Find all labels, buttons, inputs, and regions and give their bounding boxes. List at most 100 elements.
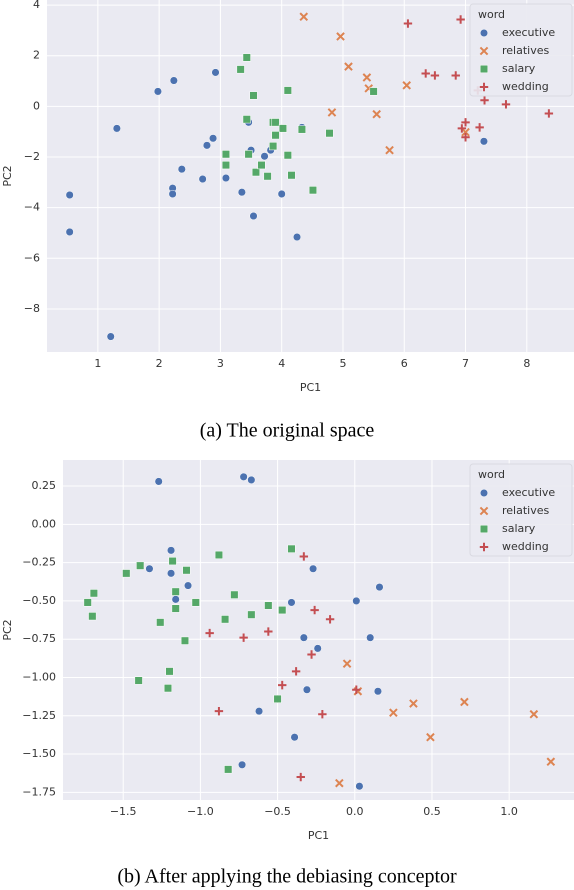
x-tick-label: 6	[401, 357, 408, 370]
y-tick-label: −0.75	[22, 632, 56, 645]
point	[88, 612, 97, 621]
y-tick-label: −2	[24, 150, 40, 163]
point	[209, 134, 218, 143]
point	[145, 564, 154, 573]
point	[273, 694, 282, 703]
point	[134, 676, 143, 685]
legend-marker	[479, 524, 489, 534]
point	[224, 765, 233, 774]
legend-marker	[479, 542, 489, 552]
x-tick-label: 5	[339, 357, 346, 370]
point	[373, 687, 382, 696]
point	[214, 550, 223, 560]
x-axis-label: PC1	[300, 381, 321, 394]
point	[385, 145, 394, 155]
point	[221, 615, 230, 624]
point	[183, 581, 193, 590]
legend-label: salary	[502, 62, 536, 75]
x-tick-label: 0.5	[423, 805, 441, 818]
point	[460, 697, 469, 707]
point	[344, 62, 353, 71]
point	[247, 610, 256, 619]
point	[89, 589, 98, 598]
point	[325, 129, 334, 138]
point	[167, 546, 176, 555]
x-tick-label: 2	[156, 357, 163, 370]
legend-box	[469, 463, 573, 557]
point	[479, 137, 488, 146]
legend-label: salary	[502, 522, 536, 535]
point	[177, 165, 186, 174]
legend-marker	[479, 64, 489, 74]
point	[65, 227, 74, 237]
point	[430, 71, 440, 80]
point	[169, 76, 178, 85]
point	[480, 96, 489, 105]
point	[287, 544, 296, 553]
point	[264, 627, 273, 636]
point	[283, 86, 292, 95]
point	[299, 12, 309, 22]
x-axis-label: PC1	[308, 829, 329, 842]
y-tick-label: −8	[24, 302, 40, 315]
point	[461, 133, 470, 142]
point	[153, 87, 162, 96]
point	[307, 650, 316, 659]
point	[366, 633, 375, 642]
point	[83, 598, 92, 607]
y-tick-label: −1.00	[22, 670, 56, 683]
point	[355, 782, 364, 791]
point	[287, 171, 296, 180]
point	[264, 601, 273, 610]
x-tick-label: 7	[462, 357, 469, 370]
y-tick-label: 0	[33, 99, 40, 112]
x-tick-label: 0.0	[346, 805, 364, 818]
point	[461, 118, 470, 127]
point	[239, 472, 248, 481]
point	[318, 710, 327, 719]
point	[163, 684, 173, 693]
point	[375, 583, 384, 592]
point	[171, 587, 180, 596]
legend-label: executive	[502, 26, 555, 39]
point	[389, 708, 398, 718]
point	[313, 644, 322, 653]
y-tick-label: 0.25	[32, 479, 57, 492]
x-tick-label: −0.5	[264, 805, 291, 818]
point	[237, 188, 246, 197]
legend-label: executive	[502, 486, 555, 499]
point	[202, 141, 211, 150]
point	[221, 173, 230, 183]
point	[255, 707, 264, 716]
point	[421, 69, 430, 78]
point	[112, 124, 121, 133]
point	[122, 569, 131, 578]
x-tick-label: −1.0	[187, 805, 214, 818]
point	[352, 685, 361, 694]
point	[369, 87, 378, 96]
point	[239, 633, 248, 642]
y-tick-label: −0.50	[22, 594, 56, 607]
point	[263, 172, 272, 181]
legend-title: word	[478, 468, 505, 481]
y-axis-label: PC2	[1, 619, 14, 640]
point	[171, 595, 180, 604]
point	[457, 124, 467, 133]
point	[475, 123, 484, 132]
point	[167, 569, 176, 578]
x-tick-label: 1	[94, 357, 101, 370]
point	[244, 150, 253, 159]
point	[292, 232, 302, 242]
point	[249, 211, 258, 221]
point	[278, 680, 287, 690]
y-tick-label: −1.50	[22, 747, 56, 760]
point	[409, 699, 418, 708]
point	[198, 174, 207, 184]
point	[278, 606, 287, 615]
point	[106, 332, 115, 341]
point	[451, 71, 460, 80]
point	[238, 760, 247, 769]
point	[310, 605, 319, 615]
point	[249, 91, 258, 100]
point	[168, 189, 177, 199]
